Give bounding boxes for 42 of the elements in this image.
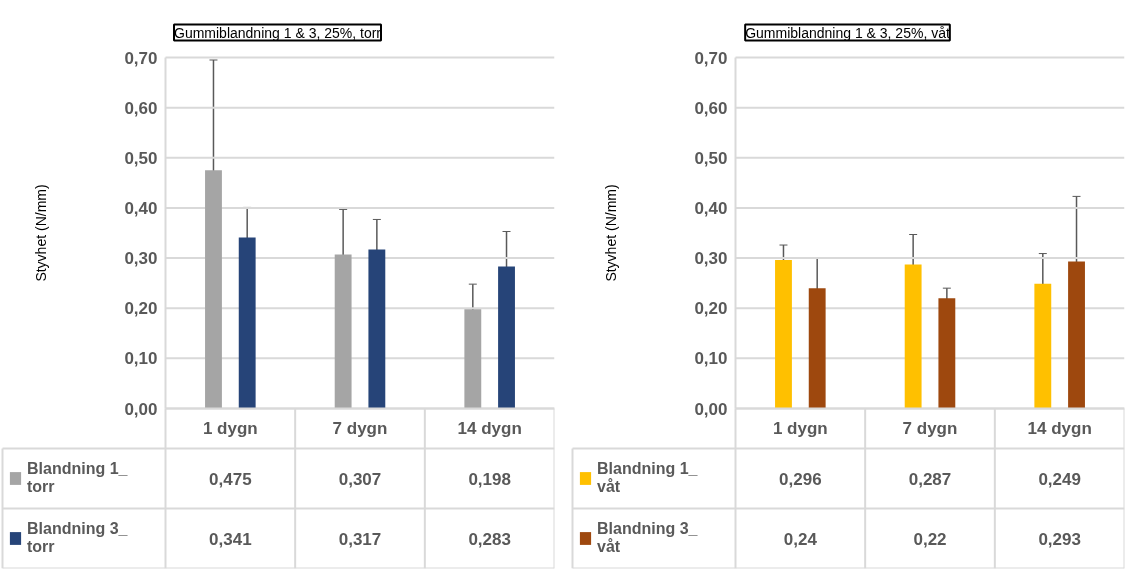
x-tick-label: 7 dygn (332, 419, 388, 438)
data-label: 0,283 (468, 529, 511, 549)
y-tick-label: 0,30 (124, 249, 158, 269)
data-label: 0,287 (908, 469, 952, 489)
y-tick-label: 0,70 (694, 48, 728, 68)
legend-label: Blandning 3_ våt (597, 519, 698, 557)
x-tick-label: 1 dygn (772, 419, 828, 438)
y-tick-label: 0,40 (124, 198, 158, 218)
data-label: 0,22 (913, 529, 947, 549)
x-tick-label: 14 dygn (457, 419, 522, 438)
data-label: 0,341 (209, 529, 252, 549)
y-tick-label: 0,50 (694, 148, 728, 168)
y-tick-label: 0,60 (124, 98, 158, 118)
legend-label: Blandning 1_ torr (27, 459, 128, 497)
y-tick-label: 0,00 (124, 399, 158, 419)
x-tick-label: 1 dygn (202, 419, 258, 438)
legend-label: Blandning 3_ torr (27, 519, 128, 557)
y-tick-label: 0,60 (694, 98, 728, 118)
y-tick-label: 0,00 (694, 399, 728, 419)
y-axis-title: Styvhet (N/mm) (602, 184, 619, 282)
y-tick-label: 0,50 (124, 148, 158, 168)
data-label: 0,317 (338, 529, 382, 549)
chart-title: Gummiblandning 1 & 3, 25%, våt (745, 24, 950, 41)
data-label: 0,198 (468, 469, 511, 489)
y-tick-label: 0,40 (694, 198, 728, 218)
data-label: 0,24 (783, 529, 818, 549)
y-tick-label: 0,20 (124, 299, 158, 319)
y-tick-label: 0,10 (694, 349, 728, 369)
y-tick-label: 0,10 (124, 349, 158, 369)
data-label: 0,249 (1038, 469, 1081, 489)
data-label: 0,307 (338, 469, 382, 489)
data-label: 0,293 (1038, 529, 1081, 549)
legend-label: Blandning 1_ våt (597, 459, 698, 497)
y-tick-label: 0,30 (694, 249, 728, 269)
x-tick-label: 14 dygn (1027, 419, 1092, 438)
y-tick-label: 0,70 (124, 48, 158, 68)
data-label: 0,475 (209, 469, 252, 489)
y-tick-label: 0,20 (694, 299, 728, 319)
x-tick-label: 7 dygn (902, 419, 958, 438)
data-label: 0,296 (779, 469, 822, 489)
y-axis-title: Styvhet (N/mm) (32, 184, 49, 282)
chart-title: Gummiblandning 1 & 3, 25%, torr (174, 24, 382, 41)
